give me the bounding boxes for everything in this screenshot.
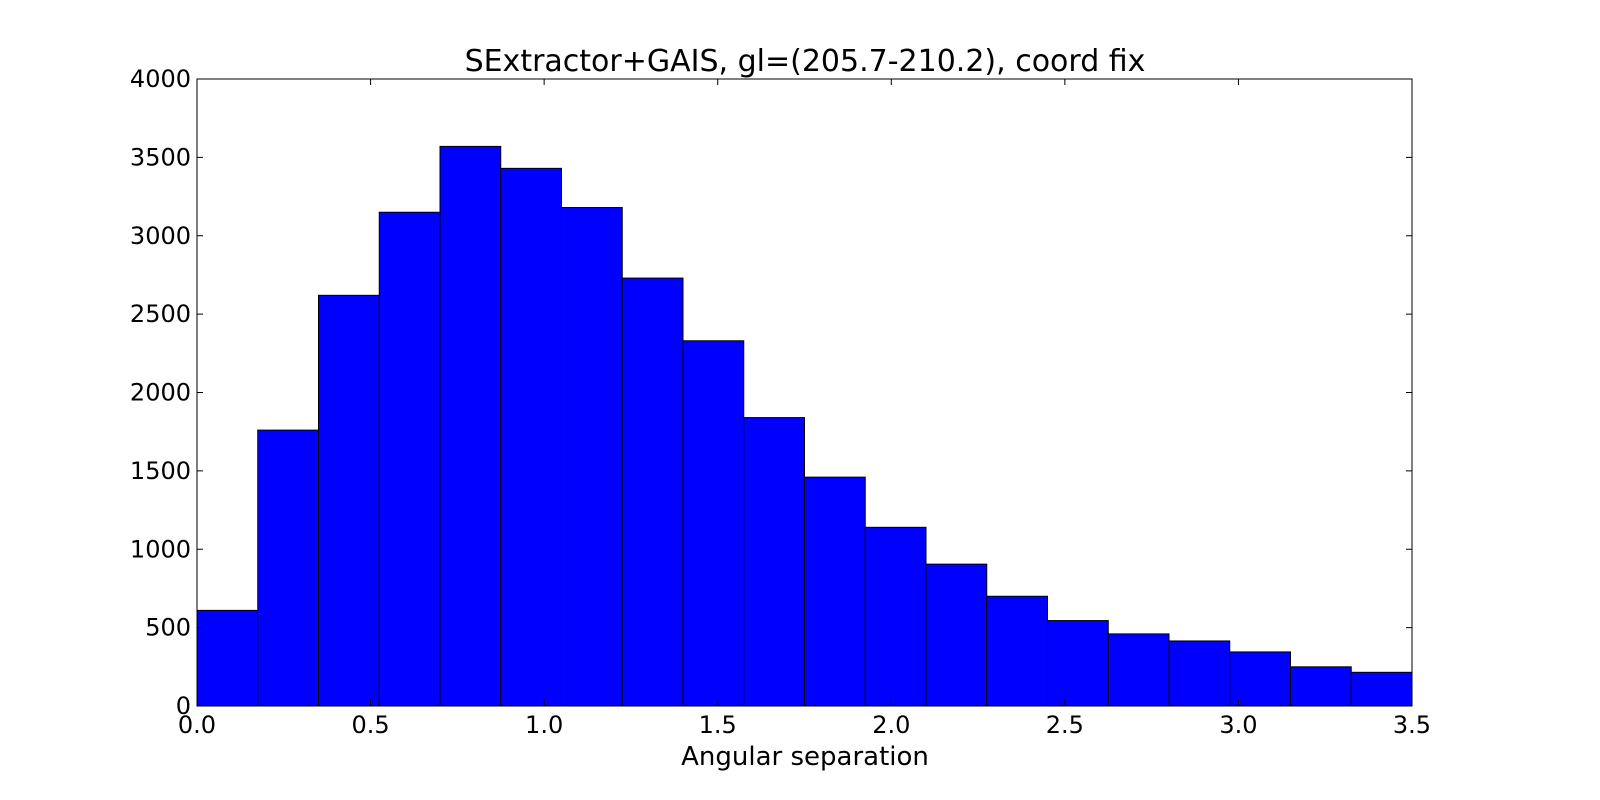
x-tick-label: 1.0 bbox=[525, 711, 563, 739]
histogram-bar bbox=[743, 417, 805, 707]
histogram-bar bbox=[378, 211, 441, 707]
histogram-bar bbox=[925, 563, 988, 707]
histogram-bar bbox=[318, 294, 380, 707]
x-tick-label: 1.5 bbox=[699, 711, 737, 739]
y-tick-label: 1000 bbox=[130, 535, 191, 563]
y-tick-label: 1500 bbox=[130, 457, 191, 485]
x-tick-label: 0.5 bbox=[351, 711, 389, 739]
histogram-bar bbox=[257, 429, 319, 707]
x-tick-label: 0.0 bbox=[178, 711, 216, 739]
histogram-bar bbox=[1107, 633, 1170, 707]
chart-title: SExtractor+GAIS, gl=(205.7-210.2), coord… bbox=[465, 44, 1146, 79]
x-axis-label: Angular separation bbox=[681, 742, 929, 772]
histogram-bar bbox=[1290, 666, 1352, 707]
x-tick-label: 2.5 bbox=[1046, 711, 1084, 739]
histogram-bar bbox=[1047, 620, 1109, 707]
histogram-bar bbox=[561, 207, 623, 707]
histogram-bar bbox=[986, 595, 1048, 707]
y-tick-label: 3000 bbox=[130, 222, 191, 250]
histogram-bar bbox=[1350, 671, 1413, 707]
y-tick-label: 0 bbox=[176, 692, 191, 720]
histogram-bar bbox=[682, 340, 745, 707]
histogram-bar bbox=[439, 145, 502, 707]
y-tick-label: 2500 bbox=[130, 300, 191, 328]
axis-ticks: 0.0 0.5 1.0 1.5 2.0 2.5 3.0 3.5 0 500 1000 1500 2000… bbox=[130, 65, 1431, 739]
x-tick-label: 3.5 bbox=[1393, 711, 1431, 739]
y-tick-label: 4000 bbox=[130, 65, 191, 93]
histogram-bar bbox=[500, 167, 562, 707]
histogram-bar bbox=[1229, 651, 1291, 707]
histogram-bar bbox=[804, 476, 866, 707]
histogram-bar bbox=[1168, 640, 1231, 707]
plot-frame bbox=[196, 78, 1413, 707]
bars bbox=[196, 145, 1413, 707]
y-tick-label: 500 bbox=[145, 614, 191, 642]
histogram-bar bbox=[196, 609, 259, 707]
y-tick-label: 3500 bbox=[130, 143, 191, 171]
histogram-bar bbox=[864, 526, 927, 707]
histogram-bar bbox=[621, 277, 684, 707]
x-tick-label: 2.0 bbox=[872, 711, 910, 739]
x-tick-label: 3.0 bbox=[1219, 711, 1257, 739]
y-tick-label: 2000 bbox=[130, 379, 191, 407]
